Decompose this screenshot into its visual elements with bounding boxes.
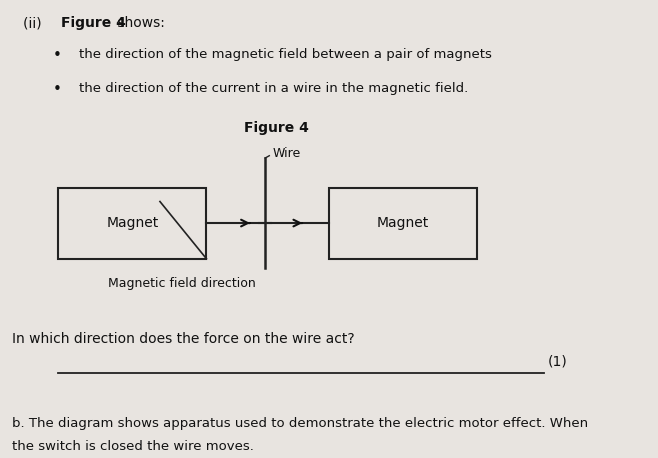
- Text: the direction of the magnetic field between a pair of magnets: the direction of the magnetic field betw…: [78, 48, 492, 61]
- Text: Magnet: Magnet: [106, 216, 159, 230]
- Text: the switch is closed the wire moves.: the switch is closed the wire moves.: [12, 440, 253, 453]
- Text: Wire: Wire: [272, 147, 301, 160]
- Text: (ii): (ii): [23, 16, 55, 30]
- Text: Figure 4: Figure 4: [244, 121, 309, 136]
- Bar: [328, 188, 477, 259]
- Text: (1): (1): [547, 354, 567, 369]
- Text: •: •: [53, 48, 61, 63]
- Text: Magnet: Magnet: [376, 216, 429, 230]
- Text: b. The diagram shows apparatus used to demonstrate the electric motor effect. Wh: b. The diagram shows apparatus used to d…: [12, 417, 588, 430]
- Text: •: •: [53, 82, 61, 98]
- Text: Magnetic field direction: Magnetic field direction: [108, 277, 255, 290]
- Text: shows:: shows:: [113, 16, 165, 30]
- Text: In which direction does the force on the wire act?: In which direction does the force on the…: [12, 332, 354, 346]
- Text: Figure 4: Figure 4: [61, 16, 126, 30]
- Bar: [58, 188, 207, 259]
- Text: the direction of the current in a wire in the magnetic field.: the direction of the current in a wire i…: [78, 82, 468, 95]
